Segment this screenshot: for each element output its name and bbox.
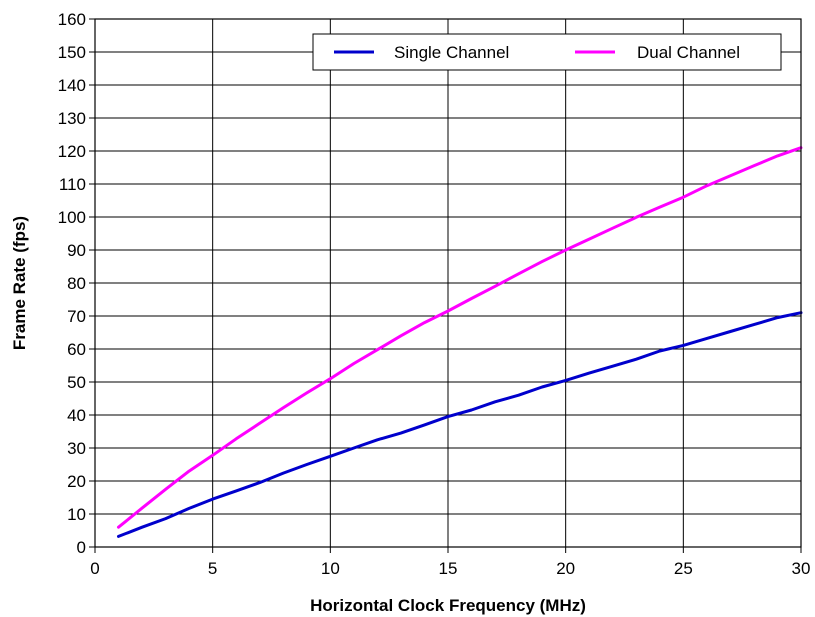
y-tick-label: 20 (67, 472, 86, 491)
legend-label: Single Channel (394, 43, 509, 62)
y-tick-label: 160 (58, 10, 86, 29)
y-tick-label: 100 (58, 208, 86, 227)
x-tick-label: 25 (674, 559, 693, 578)
y-tick-label: 110 (59, 175, 86, 194)
series-line-dual-channel (117, 146, 803, 529)
x-tick-label: 30 (792, 559, 811, 578)
y-tick-label: 130 (58, 109, 86, 128)
legend-box (312, 33, 782, 71)
y-axis-title: Frame Rate (fps) (10, 216, 29, 350)
y-tick-label: 10 (67, 505, 86, 524)
x-tick-label: 20 (556, 559, 575, 578)
series-lines (117, 146, 803, 538)
y-tick-label: 140 (58, 76, 86, 95)
y-tick-label: 60 (67, 340, 86, 359)
x-tick-label: 5 (208, 559, 217, 578)
y-tick-label: 120 (58, 142, 86, 161)
legend: Single Channel Dual Channel (312, 33, 782, 71)
x-axis-title: Horizontal Clock Frequency (MHz) (310, 596, 586, 615)
legend-label: Dual Channel (637, 43, 740, 62)
y-tick-label: 80 (67, 274, 86, 293)
y-tick-label: 0 (77, 538, 86, 557)
x-tick-label: 15 (439, 559, 458, 578)
y-tick-label: 90 (67, 241, 86, 260)
y-tick-label: 70 (67, 307, 86, 326)
y-tick-label: 50 (67, 373, 86, 392)
y-tick-label: 150 (58, 43, 86, 62)
x-tick-label: 10 (321, 559, 340, 578)
series-line-single-channel (117, 311, 803, 538)
axis-ticks: 0102030405060708090100110120130140150160… (58, 10, 811, 578)
x-tick-label: 0 (90, 559, 99, 578)
y-tick-label: 40 (67, 406, 86, 425)
y-tick-label: 30 (67, 439, 86, 458)
